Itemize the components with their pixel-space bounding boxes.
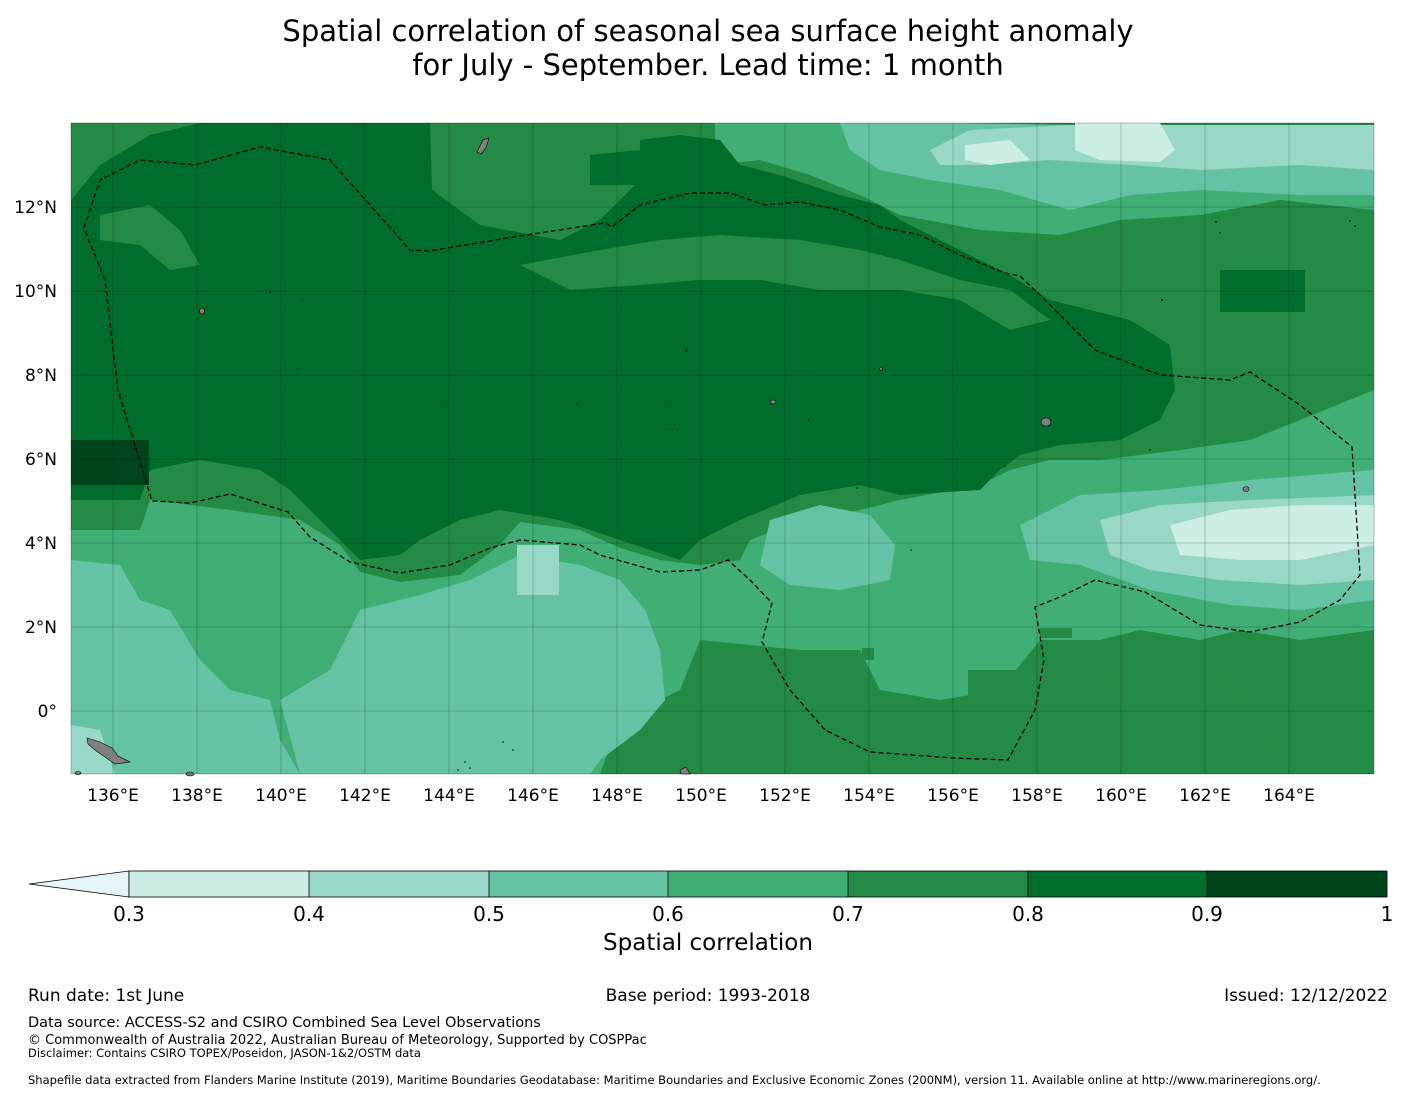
field-0.5-central	[280, 555, 665, 774]
colorbar-bin-0.4	[309, 871, 489, 897]
title-line-1: Spatial correlation of seasonal sea surf…	[282, 14, 1134, 48]
field-0.9-west	[71, 440, 149, 485]
lon-tick-label: 156°E	[927, 786, 979, 806]
lon-tick-label: 162°E	[1179, 786, 1231, 806]
base-period: Base period: 1993-2018	[605, 986, 811, 1006]
field-0.7-patch-south-4	[1040, 628, 1072, 638]
chart-title: Spatial correlation of seasonal sea surf…	[0, 14, 1416, 82]
islands	[74, 137, 1250, 777]
copyright: © Commonwealth of Australia 2022, Austra…	[28, 1033, 647, 1048]
island-pohnpei	[1040, 417, 1052, 427]
lon-tick-label: 138°E	[171, 786, 223, 806]
field-0.8-north	[590, 145, 690, 185]
colorbar-bin-0.9	[1207, 871, 1387, 897]
lon-tick-label: 160°E	[1095, 786, 1147, 806]
lat-tick-label: 0°	[38, 702, 57, 722]
lon-tick-label: 136°E	[87, 786, 139, 806]
field-0.5-west	[71, 560, 300, 774]
atolls	[269, 220, 1356, 771]
island-small-4	[185, 771, 195, 777]
island-guam	[476, 137, 490, 155]
field-0.7-patch-south-5	[862, 648, 874, 660]
lon-tick-label: 154°E	[843, 786, 895, 806]
field-0.7-patch-south-1	[968, 670, 1020, 710]
shapefile-credit: Shapefile data extracted from Flanders M…	[28, 1073, 1321, 1087]
island-kosrae	[1242, 486, 1250, 492]
colorbar-extend-under	[28, 870, 130, 898]
lon-tick-label: 146°E	[507, 786, 559, 806]
colorbar-tick-label: 0.6	[652, 902, 684, 926]
lat-tick-label: 6°N	[25, 450, 57, 470]
colorbar-bin-0.5	[489, 871, 668, 897]
lon-tick-label: 150°E	[675, 786, 727, 806]
island-small-5	[74, 771, 82, 775]
latitude-axis: 12°N 10°N 8°N 6°N 4°N 2°N 0°	[14, 198, 57, 722]
data-source: Data source: ACCESS-S2 and CSIRO Combine…	[28, 1015, 541, 1031]
field-0.7-patch-south-2	[1105, 640, 1270, 774]
field-0.4-small	[517, 545, 559, 595]
lon-tick-label: 158°E	[1011, 786, 1063, 806]
lon-tick-label: 164°E	[1263, 786, 1315, 806]
lat-tick-label: 10°N	[14, 282, 57, 302]
field-0.7-intrusion-nw	[100, 205, 200, 270]
field-0.3-northeast-2	[965, 140, 1030, 165]
island-new-ireland	[86, 737, 132, 765]
field-0.8-main	[71, 123, 1175, 560]
map-frame	[70, 122, 1375, 775]
colorbar-title: Spatial correlation	[603, 930, 813, 956]
island-small-1	[199, 307, 205, 315]
colorbar-bin-0.6	[668, 871, 848, 897]
lat-tick-label: 4°N	[25, 534, 57, 554]
longitude-axis: 136°E 138°E 140°E 142°E 144°E 146°E 148°…	[87, 786, 1315, 806]
map-panel	[70, 122, 1375, 777]
lat-tick-label: 2°N	[25, 618, 57, 638]
field-0.7-intrusion-north	[520, 235, 1050, 330]
colorbar-tick-label: 0.9	[1191, 902, 1223, 926]
field-0.3-southeast	[1170, 505, 1374, 560]
colorbar-tick-label: 0.3	[113, 902, 145, 926]
colorbar-tick-label: 0.7	[832, 902, 864, 926]
colorbar-tick-label: 1	[1381, 902, 1394, 926]
colorbar: 0.3 0.4 0.5 0.6 0.7 0.8 0.9 1	[28, 870, 1394, 926]
gridlines	[71, 123, 1374, 774]
field-0.4-corner	[71, 725, 115, 774]
island-bougainville	[679, 766, 691, 775]
title-line-2: for July - September. Lead time: 1 month	[412, 48, 1004, 82]
run-date: Run date: 1st June	[28, 986, 185, 1006]
field-0.8-east-blob	[1220, 270, 1305, 312]
colorbar-bin-0.3	[129, 871, 309, 897]
lat-tick-label: 8°N	[25, 366, 57, 386]
colorbar-tick-label: 0.5	[473, 902, 505, 926]
eez-boundary	[83, 146, 1361, 761]
lat-tick-label: 12°N	[14, 198, 57, 218]
island-small-3	[879, 367, 883, 371]
field-0.3-northeast	[1075, 123, 1175, 162]
lon-tick-label: 144°E	[423, 786, 475, 806]
colorbar-tick-label: 0.4	[293, 902, 325, 926]
lon-tick-label: 148°E	[591, 786, 643, 806]
field-0.7-patch-south-3	[1270, 645, 1374, 774]
lon-tick-label: 152°E	[759, 786, 811, 806]
colorbar-tick-label: 0.8	[1012, 902, 1044, 926]
colorbar-bin-0.8	[1028, 871, 1207, 897]
lon-tick-label: 142°E	[339, 786, 391, 806]
colorbar-bin-0.7	[848, 871, 1028, 897]
field-0.5-east-blob	[760, 505, 895, 590]
issued-date: Issued: 12/12/2022	[1224, 986, 1388, 1006]
disclaimer: Disclaimer: Contains CSIRO TOPEX/Poseido…	[28, 1046, 421, 1060]
lon-tick-label: 140°E	[255, 786, 307, 806]
field-0.7-intrusion-west	[71, 123, 200, 200]
island-small-2	[769, 399, 777, 405]
